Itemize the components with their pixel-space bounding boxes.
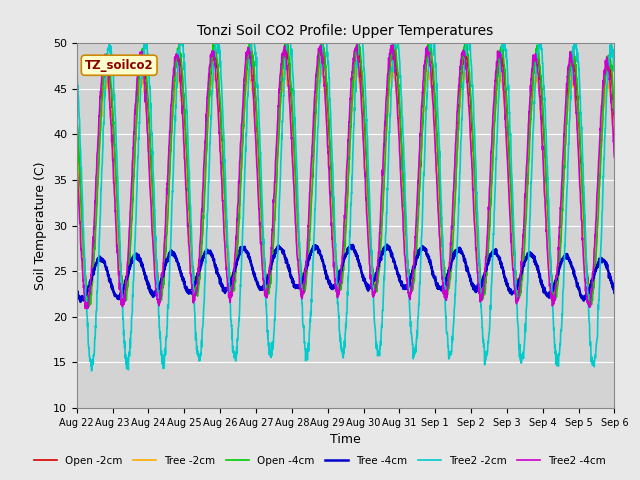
Tree -4cm <box>563 252 571 258</box>
Open -4cm <box>362 135 369 141</box>
Tree -2cm <box>73 147 81 153</box>
Tree2 -4cm <box>353 41 361 47</box>
Tree2 -2cm <box>88 368 95 373</box>
Open -2cm <box>353 40 361 46</box>
Open -4cm <box>85 303 93 309</box>
Line: Open -2cm: Open -2cm <box>77 43 614 300</box>
Tree -4cm <box>383 242 390 248</box>
Open -4cm <box>502 85 510 91</box>
Title: Tonzi Soil CO2 Profile: Upper Temperatures: Tonzi Soil CO2 Profile: Upper Temperatur… <box>198 24 493 38</box>
Open -4cm <box>223 240 231 246</box>
Line: Open -4cm: Open -4cm <box>77 38 614 306</box>
Tree -4cm <box>579 296 586 301</box>
X-axis label: Time: Time <box>330 433 361 446</box>
Tree2 -2cm <box>362 81 369 87</box>
Legend: Open -2cm, Tree -2cm, Open -4cm, Tree -4cm, Tree2 -2cm, Tree2 -4cm: Open -2cm, Tree -2cm, Open -4cm, Tree -4… <box>30 452 610 470</box>
Tree -2cm <box>563 106 571 112</box>
Tree -4cm <box>77 299 84 305</box>
Tree -2cm <box>502 117 509 123</box>
Tree -4cm <box>223 285 231 291</box>
Tree2 -2cm <box>579 146 586 152</box>
Tree -2cm <box>373 274 381 280</box>
Tree2 -4cm <box>502 132 510 138</box>
Tree2 -2cm <box>563 178 571 183</box>
Tree -4cm <box>611 290 618 296</box>
Open -2cm <box>502 87 509 93</box>
Tree2 -4cm <box>373 274 381 279</box>
Open -2cm <box>373 280 381 286</box>
Tree2 -4cm <box>73 156 81 162</box>
Tree -4cm <box>502 276 510 282</box>
Open -2cm <box>362 143 369 148</box>
Open -4cm <box>563 107 571 112</box>
Open -2cm <box>579 186 586 192</box>
Tree2 -4cm <box>611 155 618 160</box>
Tree -4cm <box>373 270 381 276</box>
Tree -4cm <box>73 289 81 295</box>
Tree -2cm <box>317 60 325 65</box>
Open -4cm <box>318 36 326 41</box>
Open -2cm <box>223 232 230 238</box>
Line: Tree -2cm: Tree -2cm <box>77 62 614 297</box>
Tree2 -2cm <box>373 343 381 348</box>
Tree2 -4cm <box>579 237 586 243</box>
Line: Tree2 -2cm: Tree2 -2cm <box>77 28 614 371</box>
Open -2cm <box>73 117 81 123</box>
Y-axis label: Soil Temperature (C): Soil Temperature (C) <box>35 161 47 290</box>
Open -4cm <box>579 182 586 188</box>
Tree2 -4cm <box>563 73 571 79</box>
Tree2 -4cm <box>83 306 90 312</box>
Tree -2cm <box>611 138 618 144</box>
Tree2 -2cm <box>611 64 618 70</box>
Tree -2cm <box>550 294 557 300</box>
Tree -2cm <box>362 158 369 164</box>
Line: Tree -4cm: Tree -4cm <box>77 245 614 302</box>
Open -4cm <box>73 111 81 117</box>
Tree2 -2cm <box>502 54 510 60</box>
Open -2cm <box>611 120 618 126</box>
Tree -4cm <box>362 280 369 286</box>
Open -4cm <box>373 282 381 288</box>
Open -2cm <box>563 102 571 108</box>
Tree -2cm <box>223 249 230 254</box>
Tree2 -4cm <box>223 275 231 280</box>
Tree2 -2cm <box>73 65 81 71</box>
Tree2 -2cm <box>223 217 231 223</box>
Tree2 -4cm <box>362 182 369 188</box>
Open -4cm <box>611 110 618 116</box>
Text: TZ_soilco2: TZ_soilco2 <box>85 59 154 72</box>
Tree -2cm <box>579 207 586 213</box>
Line: Tree2 -4cm: Tree2 -4cm <box>77 44 614 309</box>
Tree2 -2cm <box>392 25 399 31</box>
Open -2cm <box>550 298 557 303</box>
